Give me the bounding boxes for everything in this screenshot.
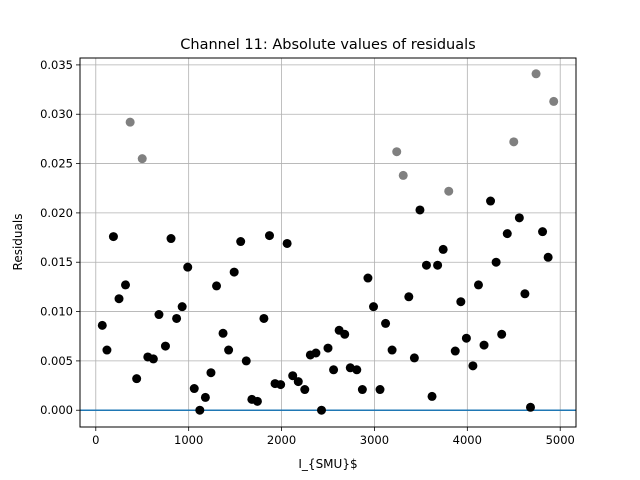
data-point	[525, 402, 535, 412]
data-point	[444, 186, 454, 196]
x-tick-label: 1000	[174, 433, 203, 447]
data-point	[549, 96, 559, 106]
data-point	[316, 405, 326, 415]
data-point	[509, 137, 519, 147]
data-point	[479, 340, 489, 350]
y-tick-label: 0.010	[40, 305, 73, 319]
data-point	[102, 345, 112, 355]
y-tick-label: 0.030	[40, 107, 73, 121]
data-point	[166, 234, 176, 244]
data-point	[148, 354, 158, 364]
data-point	[497, 329, 507, 339]
x-tick-label: 5000	[546, 433, 575, 447]
data-point	[502, 229, 512, 239]
data-point	[154, 310, 164, 320]
data-point	[427, 391, 437, 401]
data-point	[323, 343, 333, 353]
data-point	[421, 260, 431, 270]
data-point	[108, 232, 118, 242]
data-point	[241, 356, 251, 366]
data-point	[357, 385, 367, 395]
data-point	[543, 252, 553, 262]
data-point	[404, 292, 414, 302]
y-axis-ticks: 0.000 0.005 0.010 0.015 0.020 0.025 0.030 0.035	[40, 58, 80, 417]
data-point	[468, 361, 478, 371]
data-point	[381, 318, 391, 328]
data-point	[311, 348, 321, 358]
x-tick-label: 3000	[360, 433, 389, 447]
data-point	[352, 365, 362, 375]
data-point	[160, 341, 170, 351]
data-point	[183, 262, 193, 272]
data-point	[195, 405, 205, 415]
y-axis-label: Residuals	[11, 214, 25, 271]
data-point	[236, 237, 246, 247]
data-point	[276, 380, 286, 390]
data-point	[288, 371, 298, 381]
y-tick-label: 0.035	[40, 58, 73, 72]
data-point	[456, 297, 466, 307]
data-point	[531, 69, 541, 79]
data-point	[486, 196, 496, 206]
data-point	[392, 147, 402, 157]
y-tick-label: 0.025	[40, 157, 73, 171]
chart-title: Channel 11: Absolute values of residuals	[180, 37, 475, 53]
data-point	[264, 231, 274, 241]
data-point	[259, 313, 269, 323]
data-point	[121, 280, 131, 290]
x-axis-ticks: 0 1000 2000 3000 4000 5000	[92, 427, 575, 447]
data-point	[369, 302, 379, 312]
data-point	[224, 345, 234, 355]
data-point	[212, 281, 222, 291]
data-point	[538, 227, 548, 237]
data-point	[329, 365, 339, 375]
x-tick-label: 2000	[267, 433, 296, 447]
data-point	[340, 329, 350, 339]
y-tick-label: 0.005	[40, 354, 73, 368]
data-point	[200, 392, 210, 402]
data-point	[177, 302, 187, 312]
data-point	[206, 368, 216, 378]
data-point	[125, 117, 135, 127]
data-point	[461, 333, 471, 343]
y-tick-label: 0.015	[40, 255, 73, 269]
data-point	[491, 257, 501, 267]
data-point	[514, 213, 524, 223]
data-point	[114, 294, 124, 304]
data-point	[218, 328, 228, 338]
data-point	[252, 396, 262, 406]
y-tick-label: 0.020	[40, 206, 73, 220]
x-tick-label: 4000	[453, 433, 482, 447]
data-point	[229, 267, 239, 277]
data-point	[438, 244, 448, 254]
x-tick-label: 0	[92, 433, 99, 447]
data-point	[433, 260, 443, 270]
y-tick-label: 0.000	[40, 403, 73, 417]
data-point	[415, 205, 425, 215]
plot-area-frame	[79, 57, 577, 428]
data-point	[293, 377, 303, 387]
data-point	[97, 320, 107, 330]
data-point	[300, 385, 310, 395]
data-point	[387, 345, 397, 355]
data-point	[172, 313, 182, 323]
data-point	[473, 280, 483, 290]
data-point	[520, 289, 530, 299]
data-point	[375, 385, 385, 395]
data-point	[450, 346, 460, 356]
data-point	[409, 353, 419, 363]
scatter-points	[97, 69, 559, 415]
x-axis-label: I_{SMU}$	[298, 457, 357, 471]
data-point	[363, 273, 373, 283]
data-point	[282, 238, 292, 248]
data-point	[132, 374, 142, 384]
data-point	[189, 384, 199, 394]
data-point	[398, 170, 408, 180]
data-point	[137, 154, 147, 164]
